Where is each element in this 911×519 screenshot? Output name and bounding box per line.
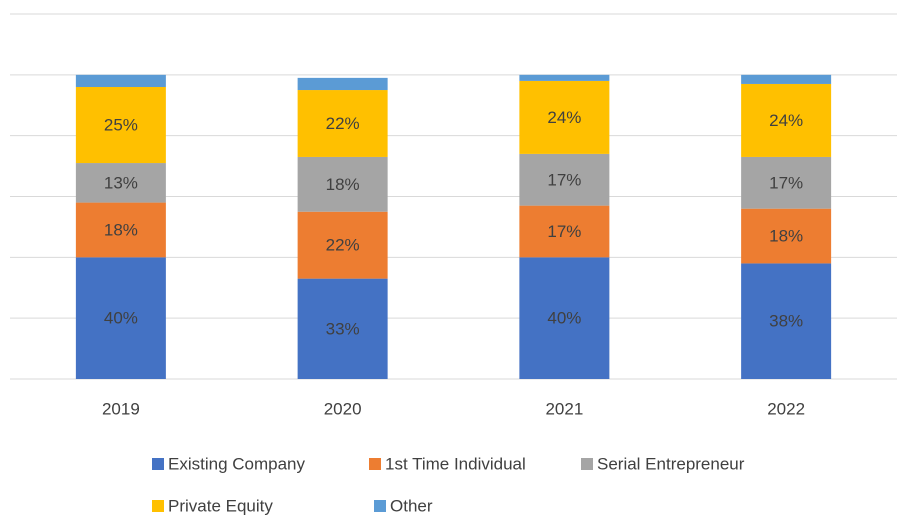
data-label: 24% xyxy=(547,108,581,127)
bar-segment xyxy=(297,156,388,212)
legend-label: Existing Company xyxy=(168,454,306,473)
data-label: 13% xyxy=(104,173,138,192)
data-label: 25% xyxy=(104,116,138,135)
legend-label: Serial Entrepreneur xyxy=(597,454,745,473)
data-label: 22% xyxy=(326,114,360,133)
bar-segment xyxy=(75,163,166,203)
bar-segment xyxy=(297,77,388,91)
legend-swatch xyxy=(369,458,381,470)
bar-segment xyxy=(297,278,388,379)
x-tick-label: 2020 xyxy=(324,399,362,418)
legend-label: Private Equity xyxy=(168,496,273,515)
data-label: 40% xyxy=(547,309,581,328)
bar-segment xyxy=(741,156,832,209)
data-label: 18% xyxy=(769,227,803,246)
bar-segment xyxy=(741,208,832,264)
bar-segment xyxy=(519,80,610,154)
data-label: 22% xyxy=(326,236,360,255)
bar-segment xyxy=(75,87,166,164)
data-label: 33% xyxy=(326,319,360,338)
legend-swatch xyxy=(374,500,386,512)
x-tick-label: 2021 xyxy=(545,399,583,418)
bar-segment xyxy=(519,153,610,206)
data-label: 17% xyxy=(769,173,803,192)
bar-segment xyxy=(741,74,832,84)
bar-segment xyxy=(75,257,166,379)
bar-segment xyxy=(297,211,388,279)
data-label: 24% xyxy=(769,111,803,130)
legend-label: Other xyxy=(390,496,433,515)
bar-segment xyxy=(741,263,832,379)
data-label: 40% xyxy=(104,309,138,328)
x-tick-label: 2019 xyxy=(102,399,140,418)
data-label: 17% xyxy=(547,170,581,189)
data-label: 38% xyxy=(769,312,803,331)
bar-segment xyxy=(75,202,166,258)
legend-swatch xyxy=(152,500,164,512)
bar-segment xyxy=(519,205,610,258)
bar-segment xyxy=(519,74,610,81)
bar-segment xyxy=(741,83,832,157)
data-label: 18% xyxy=(104,220,138,239)
bar-segment xyxy=(297,90,388,157)
x-tick-label: 2022 xyxy=(767,399,805,418)
legend-swatch xyxy=(581,458,593,470)
data-label: 17% xyxy=(547,222,581,241)
data-label: 18% xyxy=(326,175,360,194)
bar-segment xyxy=(519,257,610,379)
legend-swatch xyxy=(152,458,164,470)
bar-segment xyxy=(75,74,166,87)
legend-label: 1st Time Individual xyxy=(385,454,526,473)
